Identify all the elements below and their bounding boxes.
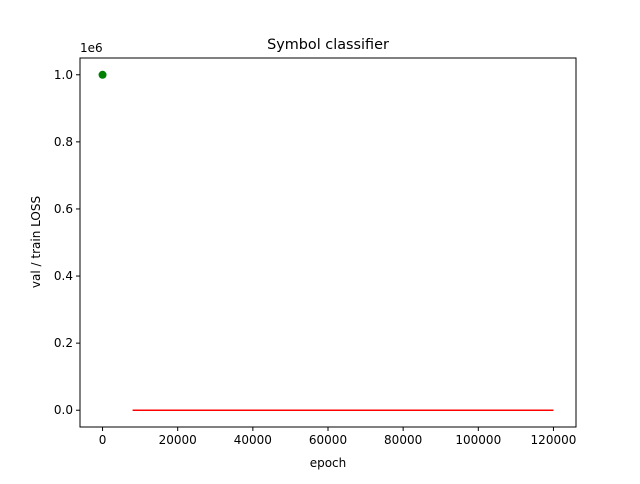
x-axis-label: epoch <box>310 456 347 470</box>
x-tick-label: 100000 <box>455 433 501 447</box>
y-axis-label: val / train LOSS <box>29 196 43 288</box>
series-point-1 <box>98 70 107 79</box>
x-tick-label: 20000 <box>159 433 197 447</box>
axes-frame <box>79 57 577 428</box>
y-tick-label: 0.2 <box>54 336 73 350</box>
x-tick-label: 80000 <box>384 433 422 447</box>
x-tick-label: 60000 <box>309 433 347 447</box>
y-axis-offset-label: 1e6 <box>80 41 103 55</box>
chart-title: Symbol classifier <box>267 37 389 53</box>
x-tick-label: 0 <box>99 433 107 447</box>
plot-area: 0 20000 40000 60000 80000 100000 120000 0.0 0.2 0… <box>54 68 576 447</box>
y-tick-label: 0.8 <box>54 135 73 149</box>
y-tick-label: 1.0 <box>54 68 73 82</box>
y-tick-label: 0.6 <box>54 202 73 216</box>
x-tick-label: 120000 <box>531 433 577 447</box>
x-tick-label: 40000 <box>234 433 272 447</box>
y-tick-label: 0.4 <box>54 269 73 283</box>
y-tick-label: 0.0 <box>54 403 73 417</box>
